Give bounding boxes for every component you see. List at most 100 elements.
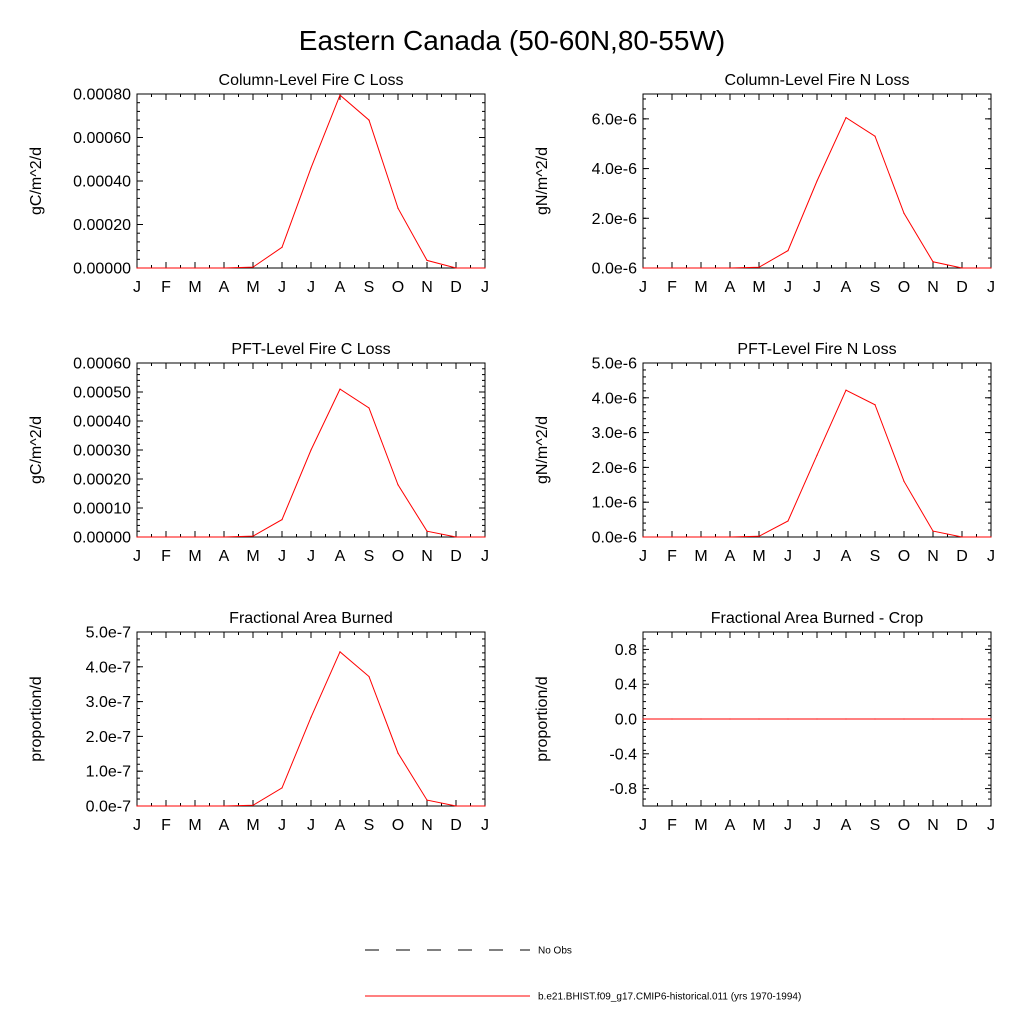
y-tick-label: 0.0 (615, 712, 637, 729)
x-tick-label: M (188, 548, 201, 565)
series-line (137, 388, 485, 538)
y-tick-label: 1.0e-6 (592, 495, 637, 512)
x-tick-label: M (246, 817, 259, 834)
data-point (136, 805, 138, 807)
legend: No Obs b.e21.BHIST.f09_g17.CMIP6-histori… (365, 946, 801, 1003)
data-point (310, 716, 312, 718)
data-point (874, 718, 876, 720)
data-point (484, 805, 486, 807)
x-tick-label: A (725, 548, 736, 565)
x-tick-label: O (392, 279, 404, 296)
y-tick-label: 6.0e-6 (592, 111, 637, 128)
data-point (729, 536, 731, 538)
x-tick-label: J (278, 817, 286, 834)
y-tick-label: 4.0e-7 (86, 659, 131, 676)
data-point (252, 804, 254, 806)
x-tick-label: O (898, 817, 910, 834)
data-point (903, 480, 905, 482)
plot-frame (136, 93, 486, 269)
x-tick-label: N (927, 548, 939, 565)
x-tick-label: F (667, 279, 677, 296)
x-tick-label: N (927, 817, 939, 834)
y-tick-label: 0.00040 (73, 414, 131, 431)
data-point (671, 536, 673, 538)
panel-title: Fractional Area Burned - Crop (711, 610, 924, 627)
x-tick-label: M (246, 548, 259, 565)
x-tick-label: D (450, 817, 462, 834)
data-point (165, 805, 167, 807)
x-tick-label: M (752, 279, 765, 296)
data-point (874, 404, 876, 406)
x-tick-label: J (278, 279, 286, 296)
x-tick-label: A (335, 817, 346, 834)
y-tick-label: -0.8 (609, 781, 637, 798)
data-point (990, 267, 992, 269)
y-tick-label: 1.0e-7 (86, 764, 131, 781)
y-tick-label: 0.0e-6 (592, 261, 637, 278)
x-tick-label: A (335, 279, 346, 296)
y-tick-label: 0.00040 (73, 174, 131, 191)
panel-title: PFT-Level Fire N Loss (737, 341, 896, 358)
data-point (671, 267, 673, 269)
y-tick-label: 0.00080 (73, 87, 131, 104)
x-tick-label: D (450, 279, 462, 296)
y-tick-label: 2.0e-6 (592, 211, 637, 228)
x-tick-label: M (752, 548, 765, 565)
x-tick-label: J (784, 279, 792, 296)
data-point (845, 389, 847, 391)
panel-title: Fractional Area Burned (229, 610, 393, 627)
x-tick-label: S (364, 548, 375, 565)
data-point (729, 718, 731, 720)
data-point (642, 718, 644, 720)
x-tick-label: J (784, 817, 792, 834)
x-tick-label: A (725, 279, 736, 296)
x-tick-label: F (667, 817, 677, 834)
x-tick-label: J (813, 279, 821, 296)
x-tick-label: F (161, 279, 171, 296)
data-point (223, 267, 225, 269)
x-tick-label: A (219, 548, 230, 565)
y-tick-label: 0.00000 (73, 530, 131, 547)
x-tick-label: S (364, 817, 375, 834)
y-tick-label: 0.00050 (73, 385, 131, 402)
x-tick-label: N (421, 817, 433, 834)
data-point (874, 135, 876, 137)
data-point (932, 718, 934, 720)
data-point (700, 536, 702, 538)
x-tick-label: J (481, 279, 489, 296)
x-tick-label: D (956, 279, 968, 296)
x-tick-label: J (307, 548, 315, 565)
series-line (137, 651, 485, 807)
data-point (165, 536, 167, 538)
x-tick-label: D (956, 548, 968, 565)
data-point (397, 752, 399, 754)
x-tick-label: A (841, 817, 852, 834)
x-tick-label: J (639, 817, 647, 834)
x-tick-label: N (927, 279, 939, 296)
data-point (339, 94, 341, 96)
series-line (643, 389, 991, 538)
data-point (455, 536, 457, 538)
x-tick-label: J (133, 817, 141, 834)
data-point (642, 536, 644, 538)
plot-frame (642, 362, 992, 538)
x-tick-label: J (784, 548, 792, 565)
y-tick-label: 5.0e-6 (592, 356, 637, 373)
figure-title: Eastern Canada (50-60N,80-55W) (299, 25, 725, 56)
data-point (339, 651, 341, 653)
x-tick-label: S (364, 279, 375, 296)
y-tick-label: 3.0e-6 (592, 425, 637, 442)
y-tick-label: 0.0e-7 (86, 799, 131, 816)
x-tick-label: O (898, 279, 910, 296)
data-point (758, 266, 760, 268)
x-tick-label: S (870, 548, 881, 565)
x-tick-label: J (987, 279, 995, 296)
x-tick-label: M (694, 279, 707, 296)
y-tick-label: 0.0e-6 (592, 530, 637, 547)
data-point (990, 718, 992, 720)
data-point (932, 530, 934, 532)
